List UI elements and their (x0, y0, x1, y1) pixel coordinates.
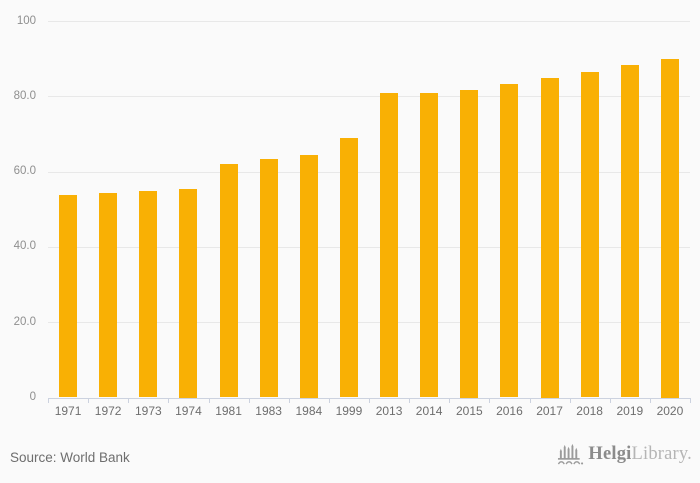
y-axis-tick-label: 100 (16, 15, 36, 27)
x-axis-label-1971: 1971 (54, 404, 82, 418)
brand-logo: HelgiLibrary. (557, 442, 692, 466)
x-axis-label-2013: 2013 (375, 404, 403, 418)
x-axis-tick (529, 398, 531, 403)
bar-1984 (299, 155, 318, 398)
x-axis-label-1984: 1984 (295, 404, 323, 418)
gridline-y-40 (48, 247, 690, 248)
y-axis-tick-label: 40.0 (13, 240, 36, 252)
x-axis-tick (88, 398, 90, 403)
x-axis-label-1973: 1973 (134, 404, 162, 418)
bar-1983 (259, 158, 278, 398)
bar-2019 (620, 65, 639, 398)
bar-1974 (179, 188, 198, 398)
x-axis-tick (48, 398, 49, 403)
x-axis-tick (288, 398, 290, 403)
x-axis-tick (248, 398, 250, 403)
gridline-y-60 (48, 172, 690, 173)
x-axis-tick (649, 398, 651, 403)
x-axis-tick (569, 398, 571, 403)
bridge-icon (558, 443, 584, 465)
bar-2017 (540, 77, 559, 398)
bar-2020 (660, 59, 679, 398)
x-axis-label-2017: 2017 (536, 404, 563, 418)
bar-2015 (460, 89, 479, 398)
x-axis-label-2019: 2019 (616, 404, 644, 418)
x-axis-label-1981: 1981 (215, 404, 242, 418)
x-axis-tick (609, 398, 611, 403)
source-label: Source: World Bank (10, 450, 130, 465)
brand-name-light: Library. (631, 443, 692, 464)
y-axis-tick-label: 20.0 (13, 316, 36, 328)
x-axis-tick (369, 398, 370, 403)
gridline-y-100 (48, 21, 690, 22)
bar-1972 (99, 193, 118, 398)
x-axis-label-1974: 1974 (175, 404, 202, 418)
x-axis-label-2015: 2015 (455, 404, 483, 418)
bar-1973 (139, 190, 158, 398)
gridline-y-80 (48, 96, 690, 97)
x-axis-label-2020: 2020 (656, 404, 684, 418)
y-axis-tick-label: 60.0 (13, 165, 36, 177)
x-axis-tick (409, 398, 411, 403)
brand-name-bold: Helgi (588, 443, 632, 464)
x-axis-tick (449, 398, 451, 403)
bar-2013 (380, 93, 399, 398)
x-axis-tick (489, 398, 491, 403)
bar-2014 (420, 93, 439, 398)
bar-2018 (580, 71, 599, 398)
x-axis-tick (690, 398, 691, 403)
bar-2016 (500, 83, 519, 398)
x-axis-tick (328, 398, 330, 403)
x-axis-label-1999: 1999 (335, 404, 363, 418)
x-axis-tick (128, 398, 130, 403)
x-axis-tick (168, 398, 170, 403)
x-axis-tick (208, 398, 210, 403)
y-axis-tick-label: 0 (29, 391, 36, 403)
bar-1981 (219, 163, 238, 398)
x-axis-label-1983: 1983 (255, 404, 282, 418)
y-axis-tick-label: 80.0 (13, 90, 36, 102)
x-axis-label-2018: 2018 (576, 404, 603, 418)
brand-name: HelgiLibrary. (588, 444, 692, 465)
x-axis-label-2014: 2014 (415, 404, 443, 418)
gridline-y-20 (48, 322, 690, 323)
x-axis-label-2016: 2016 (496, 404, 523, 418)
bar-1999 (339, 137, 358, 398)
bar-1971 (59, 195, 78, 398)
x-axis-label-1972: 1972 (94, 404, 122, 418)
